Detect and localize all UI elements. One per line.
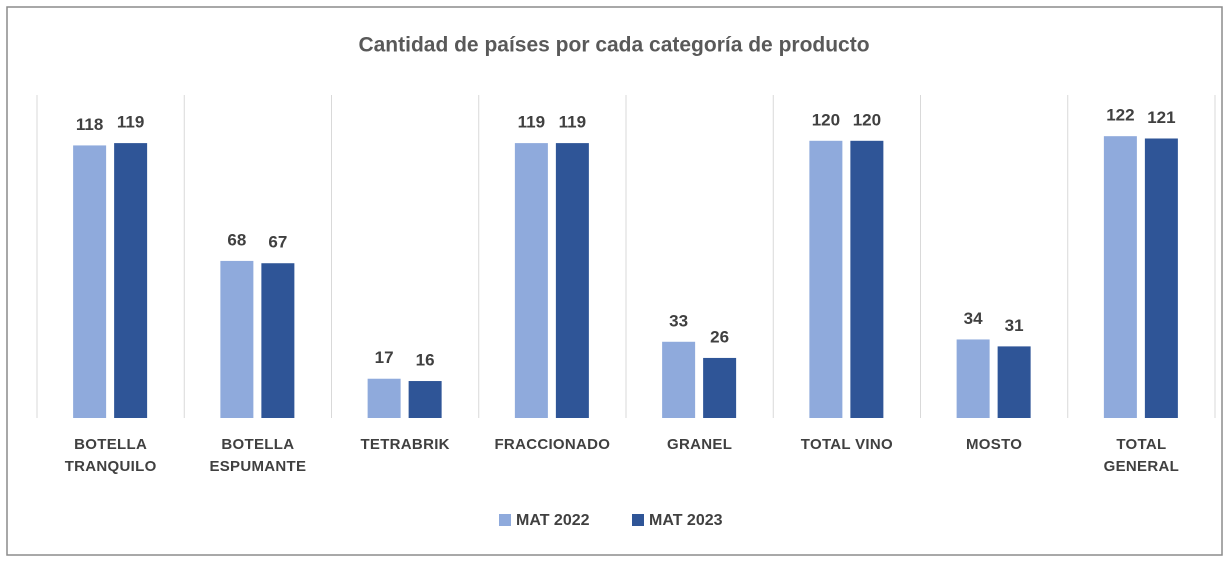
value-label: 33 [669,311,688,330]
value-label: 119 [117,113,144,132]
x-tick-label: BOTELLA ESPUMANTE [209,436,307,475]
bar [114,143,148,419]
x-tick-label: BOTELLA TRANQUILO [64,436,157,475]
value-label: 16 [416,351,435,370]
value-label: 68 [227,230,246,249]
value-label: 67 [268,233,287,252]
chart-title: Cantidad de países por cada categoría de… [358,34,869,57]
bar [73,145,107,419]
value-label: 122 [1106,106,1134,125]
x-tick-label: TETRABRIK [360,436,450,453]
legend-swatch [632,514,644,526]
x-tick-label: FRACCIONADO [494,436,611,453]
value-label: 26 [710,327,729,346]
bar [850,140,884,419]
legend-label: MAT 2023 [649,512,723,529]
x-tick-label: TOTAL GENERAL [1103,436,1180,475]
x-tick-label: GRANEL [667,436,733,453]
bar [220,260,254,418]
x-tick-label: TOTAL VINO [800,436,893,453]
value-label: 118 [76,115,103,134]
bar [514,143,548,419]
value-label: 31 [1005,316,1024,335]
value-label: 119 [559,113,586,132]
bar [261,263,295,418]
bar [809,140,843,419]
bar [997,346,1031,418]
legend-swatch [499,514,511,526]
value-label: 17 [375,348,394,367]
bar [956,339,990,418]
bar [1103,136,1137,418]
bar [662,341,696,418]
value-label: 120 [812,110,840,129]
x-tick-label: MOSTO [966,436,1023,453]
bar [703,357,737,418]
value-label: 119 [518,113,545,132]
bar [555,143,589,419]
value-label: 121 [1147,108,1175,127]
chart-frame [6,6,1223,556]
value-label: 120 [853,110,881,129]
bar [408,381,442,418]
bar [367,378,401,418]
bar [1144,138,1178,419]
legend-label: MAT 2022 [516,512,590,529]
value-label: 34 [964,309,983,328]
